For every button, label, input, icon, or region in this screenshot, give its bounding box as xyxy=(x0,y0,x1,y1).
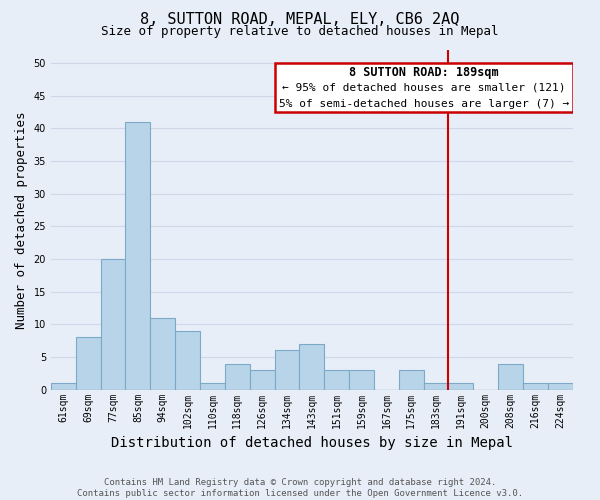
Bar xyxy=(125,122,151,390)
Bar xyxy=(324,370,349,390)
Bar xyxy=(51,383,76,390)
Bar xyxy=(250,370,275,390)
Bar xyxy=(349,370,374,390)
Bar xyxy=(151,318,175,390)
Bar xyxy=(523,383,548,390)
Bar xyxy=(399,370,424,390)
Bar xyxy=(448,383,473,390)
Text: Size of property relative to detached houses in Mepal: Size of property relative to detached ho… xyxy=(101,25,499,38)
Bar xyxy=(76,338,101,390)
Bar xyxy=(548,383,573,390)
Text: ← 95% of detached houses are smaller (121): ← 95% of detached houses are smaller (12… xyxy=(282,82,565,92)
Bar xyxy=(101,259,125,390)
Y-axis label: Number of detached properties: Number of detached properties xyxy=(15,111,28,328)
Text: 8 SUTTON ROAD: 189sqm: 8 SUTTON ROAD: 189sqm xyxy=(349,66,499,80)
X-axis label: Distribution of detached houses by size in Mepal: Distribution of detached houses by size … xyxy=(111,436,513,450)
Bar xyxy=(424,383,448,390)
Bar xyxy=(225,364,250,390)
Bar xyxy=(275,350,299,390)
FancyBboxPatch shape xyxy=(275,63,573,112)
Text: Contains HM Land Registry data © Crown copyright and database right 2024.
Contai: Contains HM Land Registry data © Crown c… xyxy=(77,478,523,498)
Bar xyxy=(200,383,225,390)
Bar xyxy=(175,331,200,390)
Text: 5% of semi-detached houses are larger (7) →: 5% of semi-detached houses are larger (7… xyxy=(278,99,569,109)
Bar xyxy=(498,364,523,390)
Text: 8, SUTTON ROAD, MEPAL, ELY, CB6 2AQ: 8, SUTTON ROAD, MEPAL, ELY, CB6 2AQ xyxy=(140,12,460,28)
Bar xyxy=(299,344,324,390)
